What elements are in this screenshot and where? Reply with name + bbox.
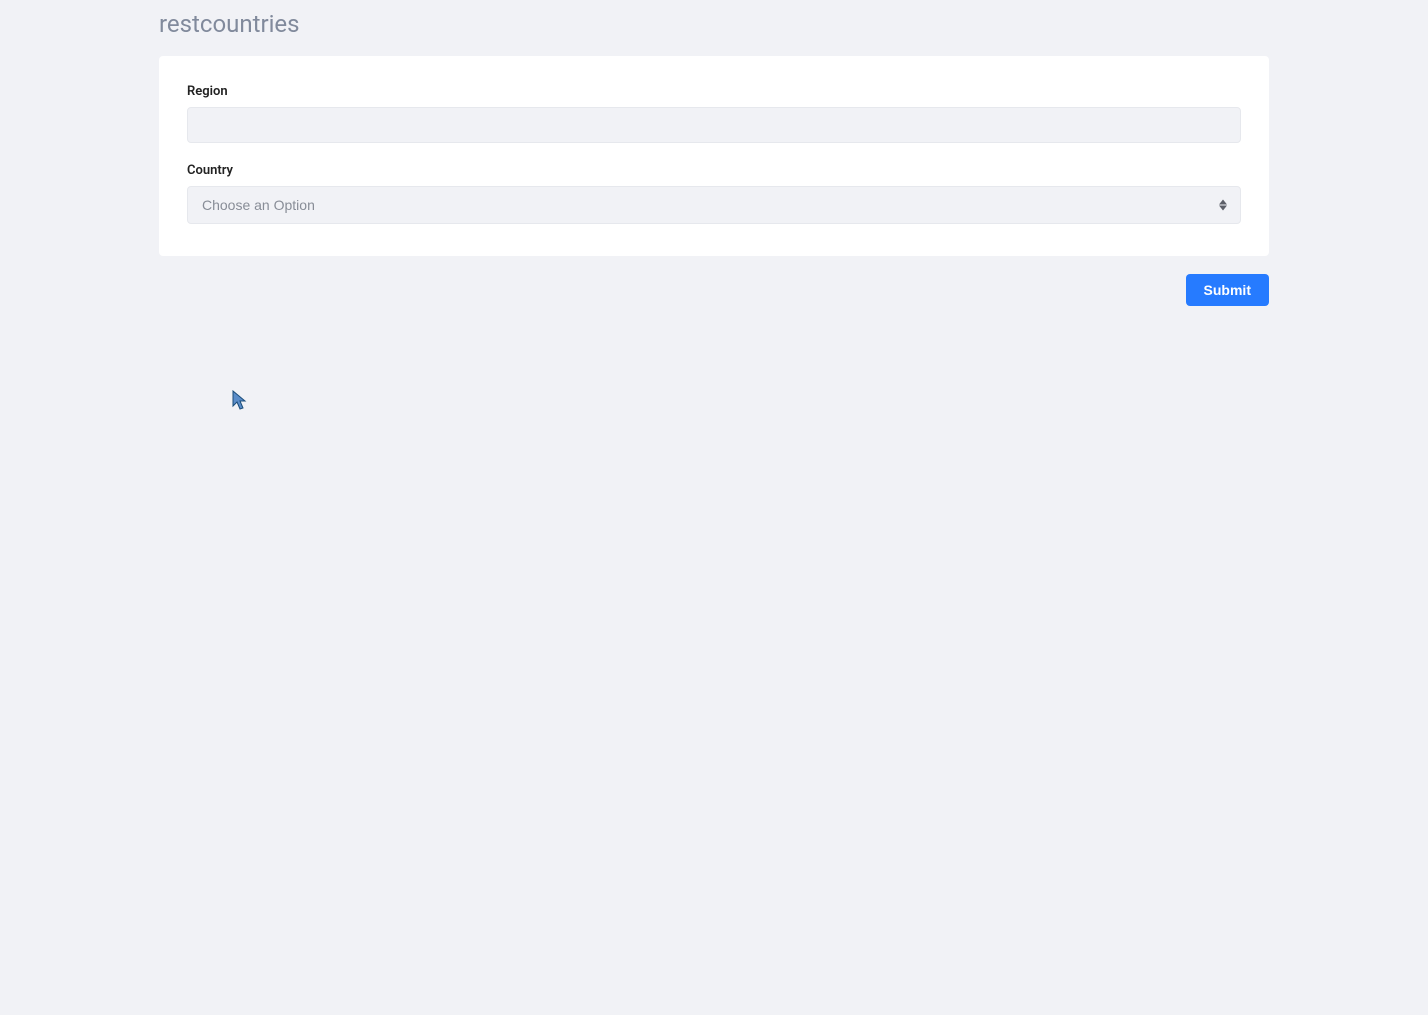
- submit-button[interactable]: Submit: [1186, 274, 1269, 306]
- cursor-icon: [232, 390, 248, 412]
- country-select-wrapper: Choose an Option: [187, 186, 1241, 224]
- page-container: restcountries Region Country Choose an O…: [149, 0, 1279, 306]
- region-label: Region: [187, 84, 1241, 99]
- country-select[interactable]: Choose an Option: [187, 186, 1241, 224]
- country-label: Country: [187, 163, 1241, 178]
- button-row: Submit: [159, 274, 1269, 306]
- region-form-group: Region: [187, 84, 1241, 143]
- region-input[interactable]: [187, 107, 1241, 143]
- country-form-group: Country Choose an Option: [187, 163, 1241, 224]
- form-card: Region Country Choose an Option: [159, 56, 1269, 256]
- page-title: restcountries: [159, 0, 1269, 56]
